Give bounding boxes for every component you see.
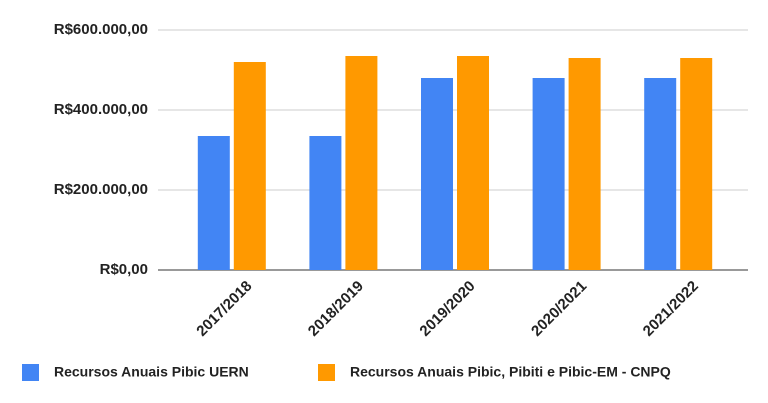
bar [345,56,378,270]
legend-swatch [318,364,335,381]
bar [233,62,266,270]
bar [197,136,230,270]
bar [568,58,601,270]
x-tick-label: 2019/2020 [416,278,478,340]
legend-label: Recursos Anuais Pibic, Pibiti e Pibic-EM… [350,364,671,380]
legend-label: Recursos Anuais Pibic UERN [54,364,249,380]
legend-swatch [22,364,39,381]
bar [532,78,565,270]
bar [457,56,489,270]
x-tick-label: 2021/2022 [640,278,702,340]
bar [644,78,677,270]
x-tick-label: 2017/2018 [193,278,255,340]
y-tick-label: R$0,00 [100,261,148,278]
bar [421,78,453,270]
bar [680,58,713,270]
x-tick-label: 2018/2019 [305,278,367,340]
y-tick-label: R$600.000,00 [54,21,148,38]
y-tick-label: R$200.000,00 [54,181,148,198]
bar [309,136,342,270]
x-tick-label: 2020/2021 [528,278,590,340]
y-tick-label: R$400.000,00 [54,101,148,118]
